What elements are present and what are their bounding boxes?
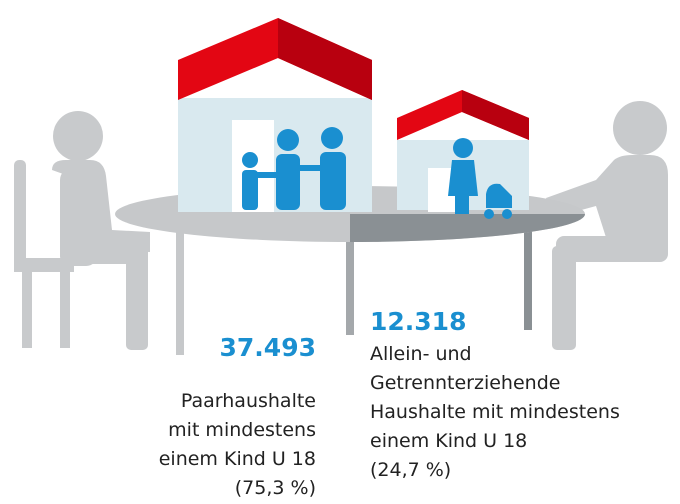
infographic: 37.493 Paarhaushalte mit mindestens eine…	[0, 0, 680, 504]
right-line: Allein- und	[370, 343, 472, 365]
left-line: Paarhaushalte	[181, 390, 316, 412]
left-line: einem Kind U 18	[159, 448, 316, 470]
left-value: 37.493	[220, 333, 316, 362]
left-person	[14, 111, 150, 350]
right-person	[546, 101, 668, 350]
left-line: mit mindestens	[168, 419, 316, 441]
right-line: Getrennterziehende	[370, 372, 560, 394]
left-line: (75,3 %)	[235, 477, 316, 499]
right-value: 12.318	[370, 307, 466, 336]
right-line: Haushalte mit mindestens	[370, 401, 620, 423]
right-line: einem Kind U 18	[370, 430, 527, 452]
right-line: (24,7 %)	[370, 459, 451, 481]
